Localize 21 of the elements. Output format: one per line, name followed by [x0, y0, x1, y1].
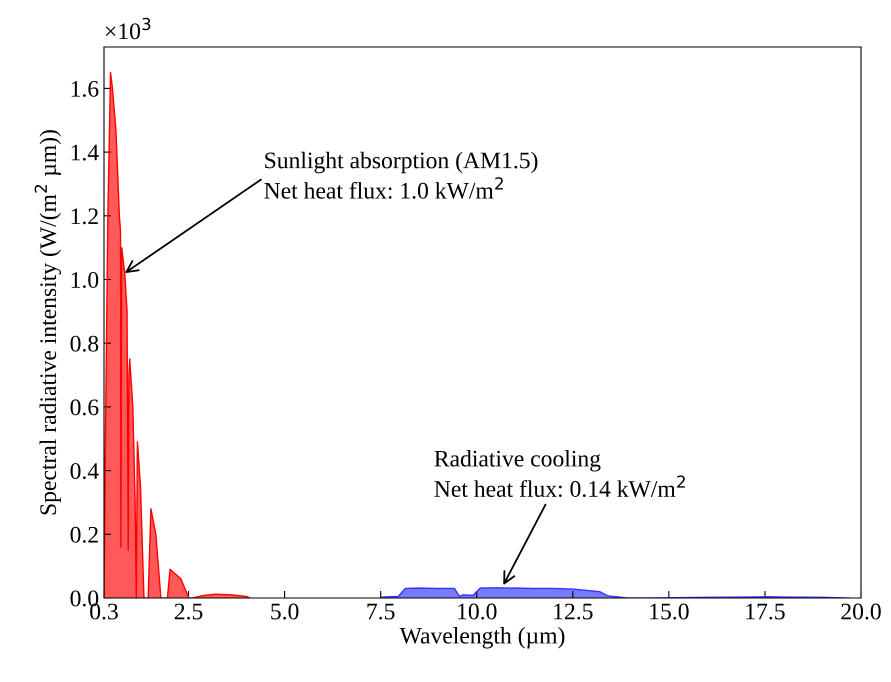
x-tick-label: 5.0: [271, 604, 298, 620]
x-tick-label: 7.5: [367, 604, 395, 620]
y-tick-label: 0.4: [70, 463, 99, 480]
y-axis-title: Spectral radiative intensity (W/(m$^{2}$ µm)): [34, 130, 62, 514]
y-tick-label: 1.2: [72, 208, 98, 224]
x-tick-label: 10.0: [458, 604, 496, 620]
x-tick-label: 15.0: [650, 604, 689, 620]
annotation: Sunlight absorption (AM1.5) Net heat flux: 1.0 kW/m$^{2}$: [264, 152, 538, 199]
x-axis-title: Wavelength (µm): [400, 627, 564, 649]
y-tick-label: 1.0: [72, 272, 98, 288]
y-tick-label: 0.8: [70, 336, 98, 352]
text: ×10$^{3}$: [106, 18, 150, 40]
annotation: Radiative cooling Net heat flux: 0.14 kW/m$^{2}$: [434, 450, 685, 498]
x-tick-label: 17.5: [746, 604, 785, 620]
y-tick-label: 0.6: [70, 399, 98, 416]
y-tick-label: 1.4: [72, 144, 99, 161]
x-tick-label: 12.5: [554, 604, 593, 620]
x-tick-label: 2.5: [174, 604, 202, 620]
y-tick-label: 1.6: [72, 80, 98, 97]
y-tick-label: 0.2: [70, 526, 98, 543]
x-tick-label: 20.0: [841, 604, 881, 620]
